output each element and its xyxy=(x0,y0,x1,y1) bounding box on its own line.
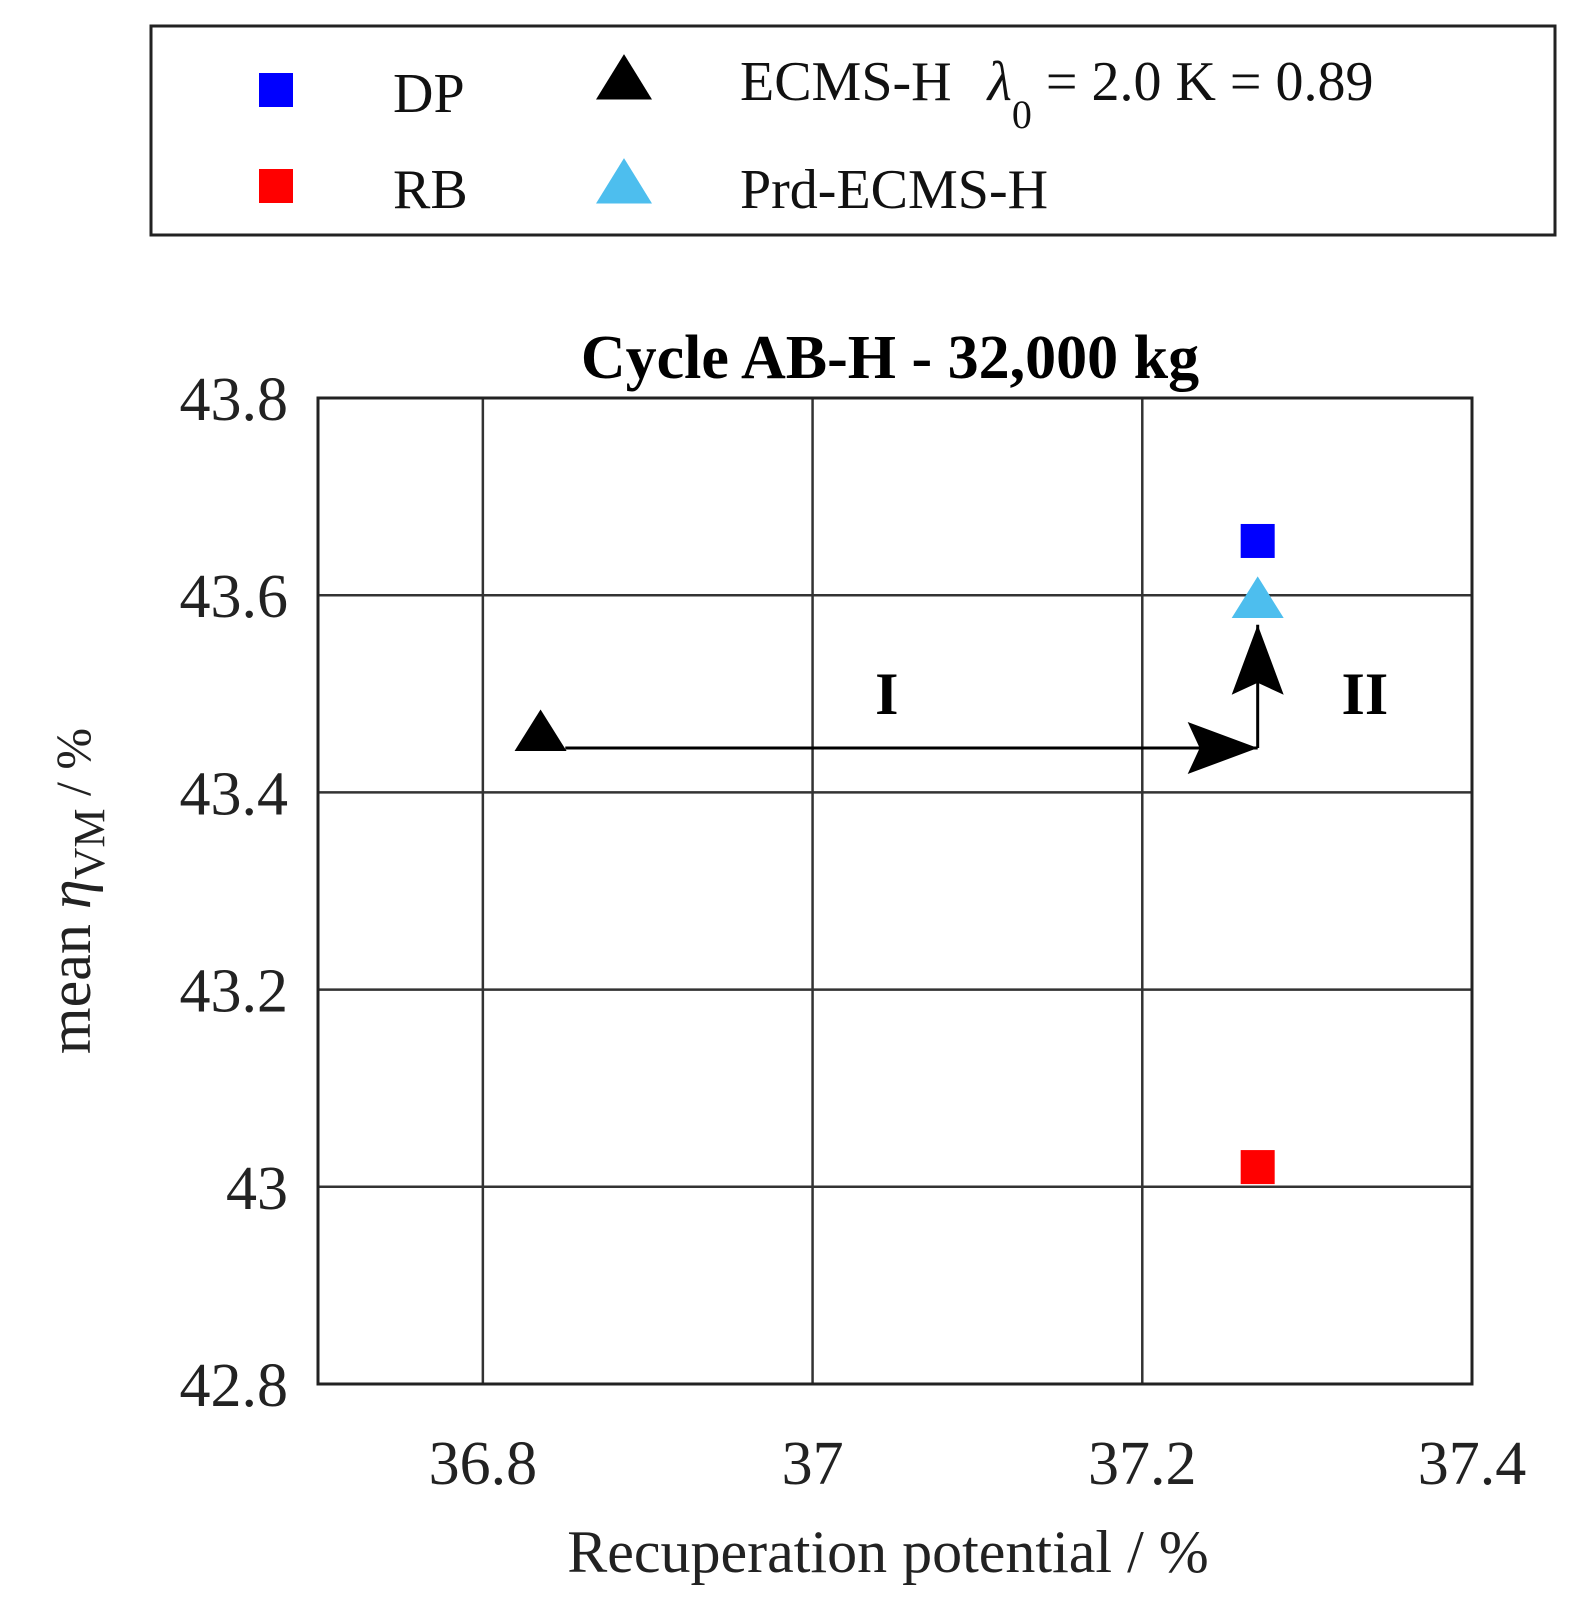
point-dp xyxy=(1240,523,1275,558)
y-axis-label-suffix: / % xyxy=(45,728,101,809)
y-axis-label-prefix: mean xyxy=(37,909,103,1054)
x-tick-label: 36.8 xyxy=(429,1430,538,1498)
x-tick-label: 37.4 xyxy=(1418,1430,1527,1498)
legend-label-ecms-h: ECMS-H λ0 = 2.0 K = 0.89 xyxy=(740,51,1373,137)
plot-background xyxy=(318,398,1472,1384)
legend-label-dp: DP xyxy=(393,63,465,125)
annotation-label-II: II xyxy=(1341,661,1388,727)
x-tick-labels: 36.8 37 37.2 37.4 xyxy=(429,1430,1527,1498)
y-axis-label: mean ηVM / % xyxy=(37,728,114,1054)
legend-marker-ecms-h xyxy=(596,54,652,100)
x-tick-label: 37 xyxy=(782,1430,844,1498)
legend-label-prd-ecms-h: Prd-ECMS-H xyxy=(740,159,1048,221)
legend: DP RB ECMS-H λ0 = 2.0 K = 0.89 Prd-ECMS-H xyxy=(149,24,1557,237)
y-tick-label: 42.8 xyxy=(180,1352,289,1420)
arrow-I-head xyxy=(1187,722,1258,775)
y-tick-label: 43 xyxy=(226,1155,288,1223)
grid xyxy=(318,398,1472,1384)
y-tick-label: 43.2 xyxy=(180,958,289,1026)
x-tick-label: 37.2 xyxy=(1088,1430,1197,1498)
arrow-II-head xyxy=(1231,624,1284,695)
y-tick-label: 43.4 xyxy=(180,760,289,828)
y-tick-label: 43.6 xyxy=(180,563,289,631)
y-tick-label: 43.8 xyxy=(180,366,289,434)
annotation-label-I: I xyxy=(875,661,898,727)
legend-marker-prd-ecms-h xyxy=(596,158,652,204)
legend-marker-dp xyxy=(259,73,293,107)
legend-label-rb: RB xyxy=(393,159,468,221)
point-ecms-h xyxy=(514,709,567,752)
legend-box xyxy=(149,24,1557,237)
plot-frame xyxy=(316,396,1474,1386)
plot-area: I II xyxy=(316,396,1474,1386)
y-axis-label-subscript: VM xyxy=(65,808,114,879)
chart-title: Cycle AB-H - 32,000 kg xyxy=(581,324,1199,392)
legend-marker-rb xyxy=(259,169,293,203)
y-tick-labels: 42.8 43 43.2 43.4 43.6 43.8 xyxy=(180,366,289,1420)
point-rb xyxy=(1240,1150,1275,1185)
y-axis-label-symbol: η xyxy=(37,879,103,909)
point-prd-ecms-h xyxy=(1231,576,1284,618)
x-axis-label: Recuperation potential / % xyxy=(567,1519,1208,1585)
